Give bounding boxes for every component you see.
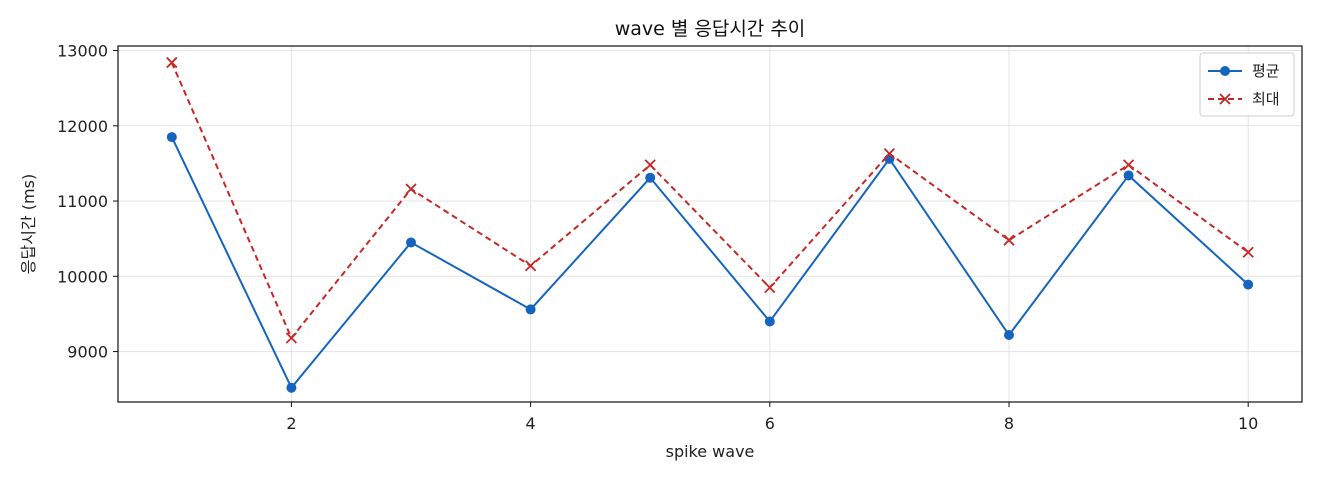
- series-line: [170, 62, 1249, 340]
- y-tick-label: 10000: [57, 267, 108, 286]
- legend: 평균 최대: [1199, 52, 1295, 117]
- y-tick-label: 12000: [57, 117, 108, 136]
- y-axis-title: 응답시간 (ms): [19, 174, 38, 274]
- legend-marker-avg: [1220, 66, 1230, 76]
- x-tick-label: 8: [1004, 414, 1014, 433]
- data-point: [166, 132, 177, 143]
- series-layer: [166, 56, 1254, 393]
- x-tick-label: 6: [765, 414, 775, 433]
- data-point: [1003, 234, 1015, 246]
- data-point: [286, 382, 297, 393]
- data-point: [525, 304, 536, 315]
- data-point: [1242, 246, 1254, 258]
- series-avg: [166, 132, 1254, 393]
- legend-marker-max: [1219, 93, 1231, 105]
- data-point: [645, 172, 656, 183]
- y-tick-label: 11000: [57, 192, 108, 211]
- chart-title: wave 별 응답시간 추이: [615, 18, 806, 40]
- y-tick-label: 13000: [57, 42, 108, 61]
- x-tick-label: 10: [1238, 414, 1258, 433]
- data-point: [644, 159, 656, 171]
- data-point: [883, 147, 896, 160]
- data-point: [405, 183, 417, 195]
- data-point: [1243, 279, 1254, 290]
- data-point: [285, 332, 298, 344]
- data-point: [1122, 159, 1135, 171]
- x-tick-label: 4: [526, 414, 536, 433]
- x-axis-title: spike wave: [666, 442, 755, 461]
- y-tick-label: 9000: [67, 343, 108, 362]
- grid-layer: [118, 46, 1302, 402]
- series-line: [170, 136, 1249, 389]
- data-point: [524, 260, 537, 272]
- ticks-layer: 2 4 6 8 10 9000 10000 11000 12000 13000: [57, 42, 1258, 433]
- data-point: [1003, 330, 1014, 341]
- data-point: [1123, 170, 1134, 181]
- data-point: [764, 281, 776, 294]
- legend-box: [1199, 52, 1295, 117]
- legend-label-max: 최대: [1252, 90, 1280, 108]
- series-max: [166, 56, 1254, 344]
- data-point: [406, 237, 417, 248]
- legend-label-avg: 평균: [1252, 62, 1280, 80]
- data-point: [764, 316, 775, 327]
- x-tick-label: 2: [286, 414, 296, 433]
- data-point: [166, 56, 178, 69]
- plot-frame: [117, 45, 1303, 403]
